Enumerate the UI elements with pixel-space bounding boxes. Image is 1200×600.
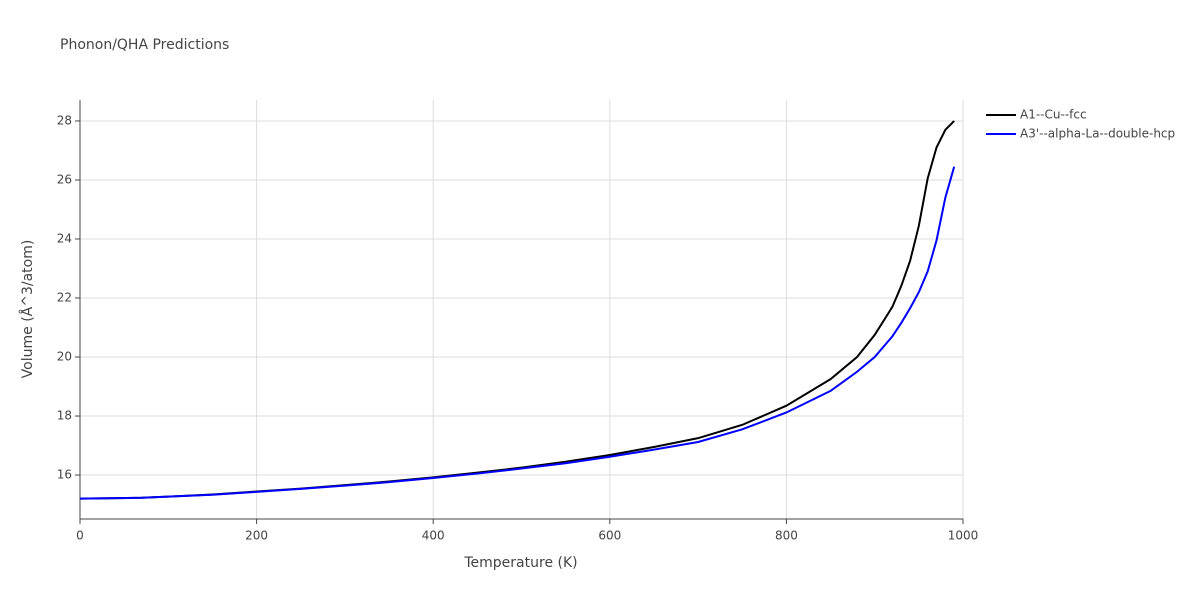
y-tick-label: 26 [57, 172, 72, 186]
x-tick-label: 600 [598, 529, 621, 543]
x-tick-label: 400 [422, 529, 445, 543]
y-tick-label: 22 [57, 290, 72, 304]
x-axis-title: Temperature (K) [463, 555, 577, 571]
x-tick-label: 200 [245, 529, 268, 543]
y-tick-label: 18 [57, 409, 72, 423]
x-tick-label: 800 [775, 529, 798, 543]
y-tick-label: 24 [57, 231, 72, 245]
y-tick-label: 16 [57, 468, 72, 482]
y-tick-label: 20 [57, 350, 72, 364]
legend-label: A3'--alpha-La--double-hcp [1020, 127, 1175, 141]
chart-title: Phonon/QHA Predictions [60, 37, 229, 53]
x-tick-label: 0 [76, 529, 84, 543]
y-axis-title: Volume (Å^3/atom) [19, 240, 36, 379]
data-line [79, 166, 956, 500]
x-tick-label: 1000 [948, 529, 979, 543]
y-tick-label: 28 [57, 113, 72, 127]
legend-label: A1--Cu--fcc [1020, 108, 1087, 122]
data-line [79, 120, 955, 500]
